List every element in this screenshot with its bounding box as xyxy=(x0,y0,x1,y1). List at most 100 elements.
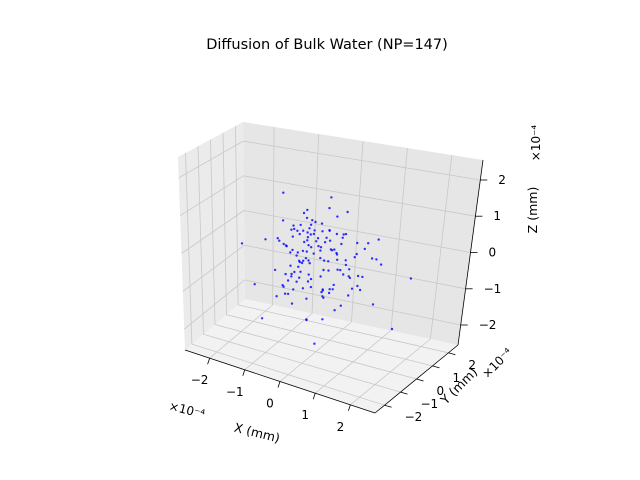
scatter-point xyxy=(290,275,293,278)
scatter-point xyxy=(375,258,378,261)
y-tick-label: 0 xyxy=(437,384,445,398)
scatter-point xyxy=(308,227,311,230)
scatter-point xyxy=(310,246,313,249)
scatter-point xyxy=(328,288,331,291)
scatter-point xyxy=(299,223,302,227)
z-tick-label: 1 xyxy=(493,209,501,223)
scatter-point xyxy=(390,327,394,331)
scatter-point xyxy=(282,242,285,246)
scatter-point xyxy=(307,244,310,247)
x-tick-label: 0 xyxy=(266,397,274,411)
x-tick-label: 1 xyxy=(301,408,309,422)
z-tick-label: 2 xyxy=(498,173,506,187)
scatter-point xyxy=(305,318,308,322)
scatter-point xyxy=(307,259,310,262)
scatter-point xyxy=(314,220,317,224)
scatter-point xyxy=(320,290,323,294)
scatter-point xyxy=(319,246,323,249)
scatter-point xyxy=(356,284,359,288)
gridline-z-back xyxy=(243,175,476,217)
scatter-point xyxy=(331,288,334,291)
scatter-point xyxy=(290,228,293,231)
scatter-point xyxy=(309,285,313,289)
x-axis-label: X (mm) xyxy=(233,420,282,446)
gridline-z-back xyxy=(243,210,471,253)
y-tick-label: 2 xyxy=(468,358,476,372)
scatter-point xyxy=(305,216,309,220)
x-tick-label: 2 xyxy=(337,420,345,434)
scatter-point xyxy=(292,288,295,291)
chart-title: Diffusion of Bulk Water (NP=147) xyxy=(206,37,448,53)
z-axis-multiplier: ×10⁻⁴ xyxy=(529,125,543,162)
scatter-point xyxy=(322,268,325,272)
scatter-point xyxy=(344,263,348,267)
scatter-point xyxy=(297,265,300,268)
scatter-point xyxy=(253,283,256,286)
y-tick-label: 1 xyxy=(453,371,461,385)
x-tick-mark xyxy=(277,381,281,388)
scatter-point xyxy=(305,250,308,253)
scatter-point xyxy=(356,274,360,278)
y-tick-mark xyxy=(448,352,456,356)
gridline-z-left xyxy=(179,175,244,217)
scatter-point xyxy=(321,230,324,233)
scatter-point xyxy=(341,236,344,239)
scatter-point xyxy=(264,238,267,241)
scatter-point xyxy=(285,245,288,248)
scatter-point xyxy=(290,272,293,276)
scatter-point xyxy=(339,304,342,307)
scatter-point xyxy=(296,229,299,232)
scatter-point xyxy=(325,236,328,239)
scatter-point xyxy=(321,295,324,298)
scatter-point xyxy=(298,276,301,279)
scatter-point xyxy=(355,252,358,256)
gridlines xyxy=(178,125,481,406)
scatter-point xyxy=(304,257,308,260)
scatter-point xyxy=(301,287,305,290)
scatter-point xyxy=(327,260,330,263)
x-tick-mark xyxy=(348,404,351,411)
scatter-point xyxy=(293,270,296,274)
gridline-z-left xyxy=(181,210,245,254)
scatter-point xyxy=(348,276,352,280)
scatter-point xyxy=(321,318,324,321)
scatter-point xyxy=(306,280,310,283)
scatter-point xyxy=(313,342,316,345)
scatter-point xyxy=(240,242,244,245)
scatter-point xyxy=(335,251,338,255)
scatter-point xyxy=(370,257,374,260)
gridline-z-left xyxy=(183,279,246,330)
y-tick-mark xyxy=(400,391,408,395)
scatter-point xyxy=(292,224,295,227)
gridline-y-floor xyxy=(203,333,401,393)
scatter-point xyxy=(306,236,310,239)
y-tick-mark xyxy=(432,365,440,369)
scatter-point xyxy=(308,262,311,265)
x-tick-label: −2 xyxy=(191,373,209,387)
gridline-y-floor xyxy=(214,324,417,380)
scatter-point xyxy=(307,273,310,276)
scatter-point xyxy=(322,259,326,262)
scatter-point xyxy=(299,270,302,273)
scatter-point xyxy=(379,263,383,266)
scatter-point xyxy=(348,268,351,271)
scatter-point xyxy=(328,206,331,210)
x-tick-mark xyxy=(242,369,246,376)
gridline-y-floor xyxy=(226,314,433,367)
z-tick-label: 0 xyxy=(489,246,497,260)
scatter-point xyxy=(290,302,294,305)
scatter-point xyxy=(302,211,306,215)
scatter-point xyxy=(344,232,348,236)
scatter-point xyxy=(309,233,312,236)
scatter-point xyxy=(312,232,316,236)
scatter-point xyxy=(342,273,345,276)
scatter-point xyxy=(346,210,349,214)
scatter-point xyxy=(409,277,413,280)
scatter-point xyxy=(367,242,370,245)
scatter-point xyxy=(363,247,366,251)
scatter-point xyxy=(328,239,332,242)
x-tick-label: −1 xyxy=(226,385,244,399)
scatter-point xyxy=(312,252,315,255)
scatter-point xyxy=(321,288,324,291)
scatter-point xyxy=(306,231,309,234)
